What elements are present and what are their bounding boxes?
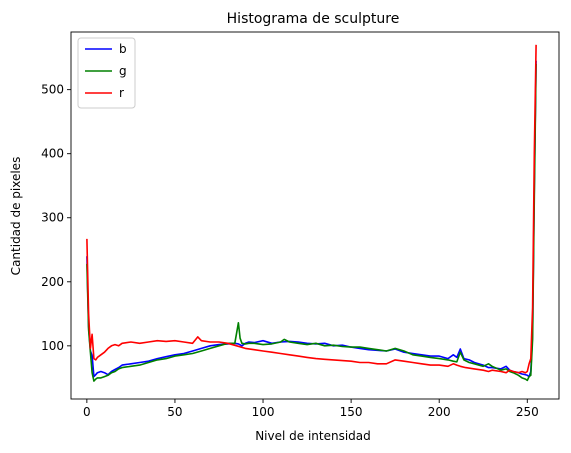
x-tick-label: 50 (167, 405, 182, 419)
legend-frame (77, 37, 136, 109)
y-tick-label: 300 (41, 211, 64, 225)
x-tick-label: 200 (428, 405, 451, 419)
plot-lines (86, 44, 537, 382)
chart-title: Histograma de sculpture (227, 11, 400, 27)
y-axis: 100 200 300 400 500 (41, 83, 71, 353)
x-axis-label: Nivel de intensidad (255, 429, 371, 443)
x-tick-label: 100 (252, 405, 275, 419)
y-axis-label: Cantidad de pixeles (9, 157, 23, 276)
x-tick-label: 250 (516, 405, 539, 419)
plot-frame (70, 31, 560, 400)
series-line-r (86, 44, 537, 374)
legend-label-r: r (119, 86, 124, 100)
series-line-b (86, 60, 537, 378)
x-tick-label: 0 (83, 405, 91, 419)
y-tick-label: 400 (41, 147, 64, 161)
legend: bgr (77, 37, 136, 109)
legend-label-g: g (119, 64, 127, 78)
y-tick-label: 100 (41, 339, 64, 353)
x-tick-label: 150 (340, 405, 363, 419)
y-tick-label: 500 (41, 83, 64, 97)
series-line-g (86, 63, 537, 382)
y-tick-label: 200 (41, 275, 64, 289)
legend-label-b: b (119, 42, 127, 56)
x-axis: 0 50 100 150 200 250 (83, 399, 539, 419)
